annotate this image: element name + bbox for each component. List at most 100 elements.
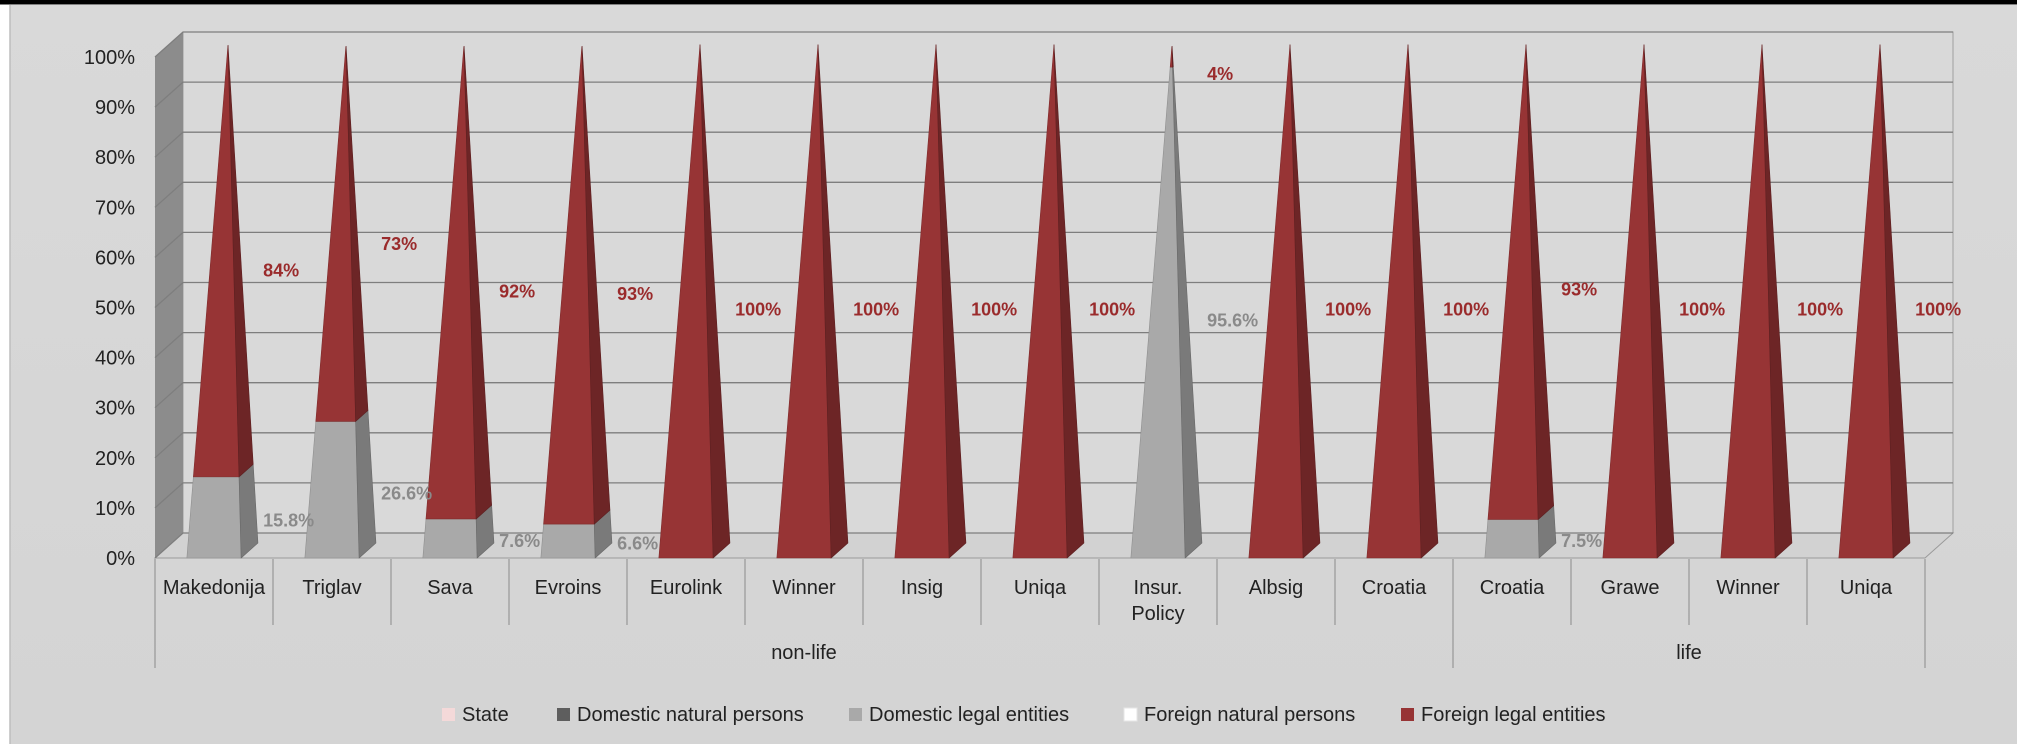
legend-label: State: [462, 704, 509, 726]
data-labels: 15.8% 84% 26.6% 73% 7.6% 92% 6.6% 93% 100% 100% 10…: [263, 64, 1961, 553]
group-label: non-life: [771, 642, 837, 664]
data-label: 100%: [1089, 300, 1135, 320]
gridline: [154, 281, 1953, 308]
category-label: Evroins: [535, 577, 602, 599]
legend-swatch: [849, 708, 862, 721]
data-label: 93%: [1561, 279, 1597, 299]
pyramid-segment-side: [1053, 44, 1085, 559]
pyramid-2: [422, 45, 495, 559]
data-label: 100%: [971, 300, 1017, 320]
y-tick-label: 60%: [95, 247, 135, 269]
gridline: [154, 331, 1953, 359]
data-label: 100%: [1325, 300, 1371, 320]
pyramid-12: [1602, 44, 1675, 559]
pyramid-segment-front: [422, 518, 478, 559]
legend-swatch: [442, 708, 455, 721]
pyramid-14: [1838, 44, 1911, 559]
y-tick-label: 100%: [84, 47, 135, 69]
y-tick-label: 10%: [95, 498, 135, 520]
y-tick-label: 0%: [106, 548, 135, 570]
pyramid-5: [776, 44, 849, 559]
y-tick-label: 50%: [95, 298, 135, 320]
category-label: Sava: [427, 577, 473, 599]
category-label: Makedonija: [163, 577, 266, 599]
y-tick-label: 90%: [95, 97, 135, 119]
data-label: 95.6%: [1207, 311, 1258, 331]
data-label: 100%: [1797, 300, 1843, 320]
pyramid-segment-side: [463, 45, 492, 520]
pyramid-segment-front: [186, 476, 242, 559]
pyramid-1: [304, 45, 377, 559]
y-tick-label: 80%: [95, 147, 135, 169]
pyramid-segment-front: [540, 523, 596, 559]
gridline: [154, 532, 1953, 559]
data-label: 100%: [853, 300, 899, 320]
pyramid-13: [1720, 44, 1793, 559]
legend-label: Foreign natural persons: [1144, 704, 1355, 726]
pyramid-segment-side: [345, 45, 369, 423]
pyramid-segment-side: [1289, 44, 1321, 559]
pyramid-3: [540, 45, 613, 559]
pyramid-segment-front: [1484, 519, 1540, 559]
gridline: [154, 432, 1953, 459]
data-label: 100%: [1915, 300, 1961, 320]
pyramid-8: [1130, 45, 1203, 559]
legend-label: Domestic legal entities: [869, 704, 1069, 726]
pyramid-segment-side: [1761, 44, 1793, 559]
legend-swatch: [1123, 707, 1138, 722]
y-axis-ticks: 0% 10% 20% 30% 40% 50% 60% 70% 80% 90% 100%: [84, 47, 135, 570]
data-label: 7.6%: [499, 531, 540, 551]
pyramid-segment-side: [227, 44, 254, 478]
gridline: [154, 131, 1953, 158]
gridline: [154, 81, 1953, 108]
legend-label: Foreign legal entities: [1421, 704, 1606, 726]
category-label: Uniqa: [1014, 577, 1067, 599]
legend-swatch: [1401, 708, 1414, 721]
pyramid-segment-side: [1407, 44, 1439, 559]
pyramid-7: [1012, 44, 1085, 559]
pyramid-segment-side: [935, 44, 967, 559]
pyramid-segment-side: [581, 45, 611, 525]
pyramid-segment-side: [699, 44, 731, 559]
data-label: 26.6%: [381, 483, 432, 503]
category-label: Triglav: [302, 577, 361, 599]
category-label: Insig: [901, 577, 943, 599]
category-label: Eurolink: [650, 577, 723, 599]
pyramid-segment-side: [817, 44, 849, 559]
pyramid-segment-side: [1643, 44, 1675, 559]
category-label: Winner: [772, 577, 836, 599]
data-label: 4%: [1207, 64, 1233, 84]
data-label: 84%: [263, 260, 299, 280]
pyramid-0: [186, 44, 259, 559]
pyramid-10: [1366, 44, 1439, 559]
category-label: Uniqa: [1840, 577, 1893, 599]
data-label: 100%: [1443, 300, 1489, 320]
data-label: 93%: [617, 284, 653, 304]
data-label: 15.8%: [263, 510, 314, 530]
pyramid-segment-side: [1879, 44, 1911, 559]
gridline: [154, 181, 1953, 208]
pyramid-9: [1248, 44, 1321, 559]
gridline: [154, 482, 1953, 509]
data-label: 73%: [381, 234, 417, 254]
pyramids: [186, 44, 1911, 559]
gridlines: [154, 31, 1953, 559]
data-label: 7.5%: [1561, 531, 1602, 551]
legend-label: Domestic natural persons: [577, 704, 804, 726]
data-label: 6.6%: [617, 533, 658, 553]
pyramid-11: [1484, 44, 1557, 559]
category-label: Croatia: [1362, 577, 1427, 599]
category-label: Insur. Policy: [1131, 577, 1184, 625]
gridline: [154, 31, 1953, 58]
category-label: Croatia: [1480, 577, 1545, 599]
category-label: Grawe: [1601, 577, 1660, 599]
y-tick-label: 70%: [95, 197, 135, 219]
y-tick-label: 40%: [95, 348, 135, 370]
pyramid-segment-side: [1171, 45, 1174, 68]
gridline: [154, 231, 1953, 258]
category-label: Albsig: [1249, 577, 1303, 599]
pyramid-4: [658, 44, 731, 559]
y-tick-label: 30%: [95, 398, 135, 420]
